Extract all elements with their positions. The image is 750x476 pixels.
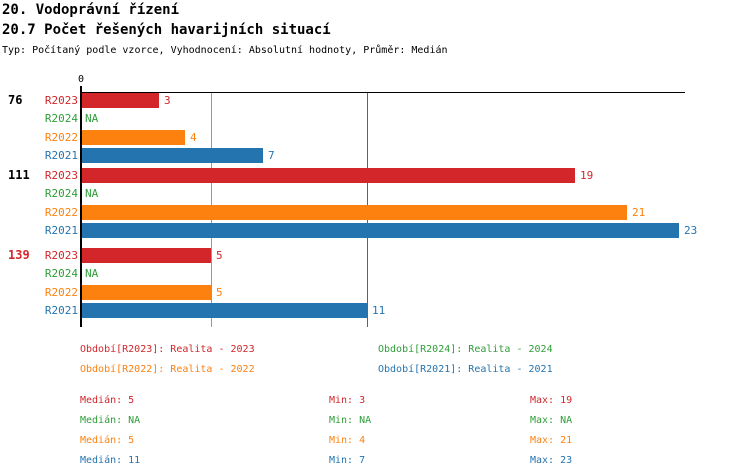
- stat-min-r2021: Min: 7: [329, 455, 366, 466]
- na-label: NA: [85, 112, 99, 125]
- bar-r2023-76: [82, 93, 159, 108]
- stat-max-r2023: Max: 19: [530, 395, 573, 406]
- bar-value-label: 7: [268, 149, 275, 162]
- x-axis-zero-label: 0: [77, 74, 85, 85]
- stat-min-r2023: Min: 3: [329, 395, 366, 406]
- series-row-label: R2024: [44, 267, 78, 280]
- na-label: NA: [85, 187, 99, 200]
- legend-item-r2023: Období[R2023]: Realita - 2023: [80, 344, 255, 355]
- bar-r2022-76: [82, 130, 185, 145]
- stat-median-r2024: Medián: NA: [80, 415, 141, 426]
- group-label-76: 76: [8, 93, 23, 107]
- indicator-title: 20.7 Počet řešených havarijních situací: [2, 22, 331, 38]
- na-label: NA: [85, 267, 99, 280]
- series-row-label: R2021: [44, 149, 78, 162]
- bar-value-label: 21: [632, 206, 646, 219]
- bar-r2023-139: [82, 248, 211, 263]
- legend-item-r2021: Období[R2021]: Realita - 2021: [378, 364, 553, 375]
- bar-r2021-76: [82, 148, 263, 163]
- stat-max-r2022: Max: 21: [530, 435, 573, 446]
- group-label-111: 111: [8, 168, 30, 182]
- bar-value-label: 5: [216, 249, 223, 262]
- stat-max-r2024: Max: NA: [530, 415, 573, 426]
- series-row-label: R2024: [44, 187, 78, 200]
- bar-value-label: 3: [164, 94, 171, 107]
- page-title: 20. Vodoprávní řízení: [2, 2, 180, 18]
- bar-value-label: 4: [190, 131, 197, 144]
- y-axis-line: [80, 86, 82, 327]
- bar-value-label: 11: [372, 304, 386, 317]
- grouped-bar-chart: 0 76 R2023 3 R2024 NA R2022 4 R2021 7 111 R2023 19 R2…: [8, 74, 698, 327]
- series-row-label: R2022: [44, 206, 78, 219]
- stat-max-r2021: Max: 23: [530, 455, 573, 466]
- series-row-label: R2021: [44, 224, 78, 237]
- x-axis-line: [81, 92, 685, 93]
- bar-value-label: 5: [216, 286, 223, 299]
- series-row-label: R2023: [44, 169, 78, 182]
- stat-median-r2023: Medián: 5: [80, 395, 135, 406]
- stat-median-r2021: Medián: 11: [80, 455, 141, 466]
- series-row-label: R2024: [44, 112, 78, 125]
- stat-min-r2022: Min: 4: [329, 435, 366, 446]
- bar-r2021-111: [82, 223, 679, 238]
- stat-min-r2024: Min: NA: [329, 415, 372, 426]
- legend-item-r2022: Období[R2022]: Realita - 2022: [80, 364, 255, 375]
- indicator-meta: Typ: Počítaný podle vzorce, Vyhodnocení:…: [2, 45, 448, 56]
- bar-r2023-111: [82, 168, 575, 183]
- bar-r2021-139: [82, 303, 367, 318]
- series-row-label: R2022: [44, 286, 78, 299]
- bar-value-label: 23: [684, 224, 698, 237]
- series-row-label: R2023: [44, 94, 78, 107]
- series-row-label: R2022: [44, 131, 78, 144]
- bar-value-label: 19: [580, 169, 594, 182]
- bar-r2022-111: [82, 205, 627, 220]
- series-row-label: R2021: [44, 304, 78, 317]
- series-row-label: R2023: [44, 249, 78, 262]
- legend-item-r2024: Období[R2024]: Realita - 2024: [378, 344, 553, 355]
- stat-median-r2022: Medián: 5: [80, 435, 135, 446]
- bar-r2022-139: [82, 285, 211, 300]
- group-label-139: 139: [8, 248, 30, 262]
